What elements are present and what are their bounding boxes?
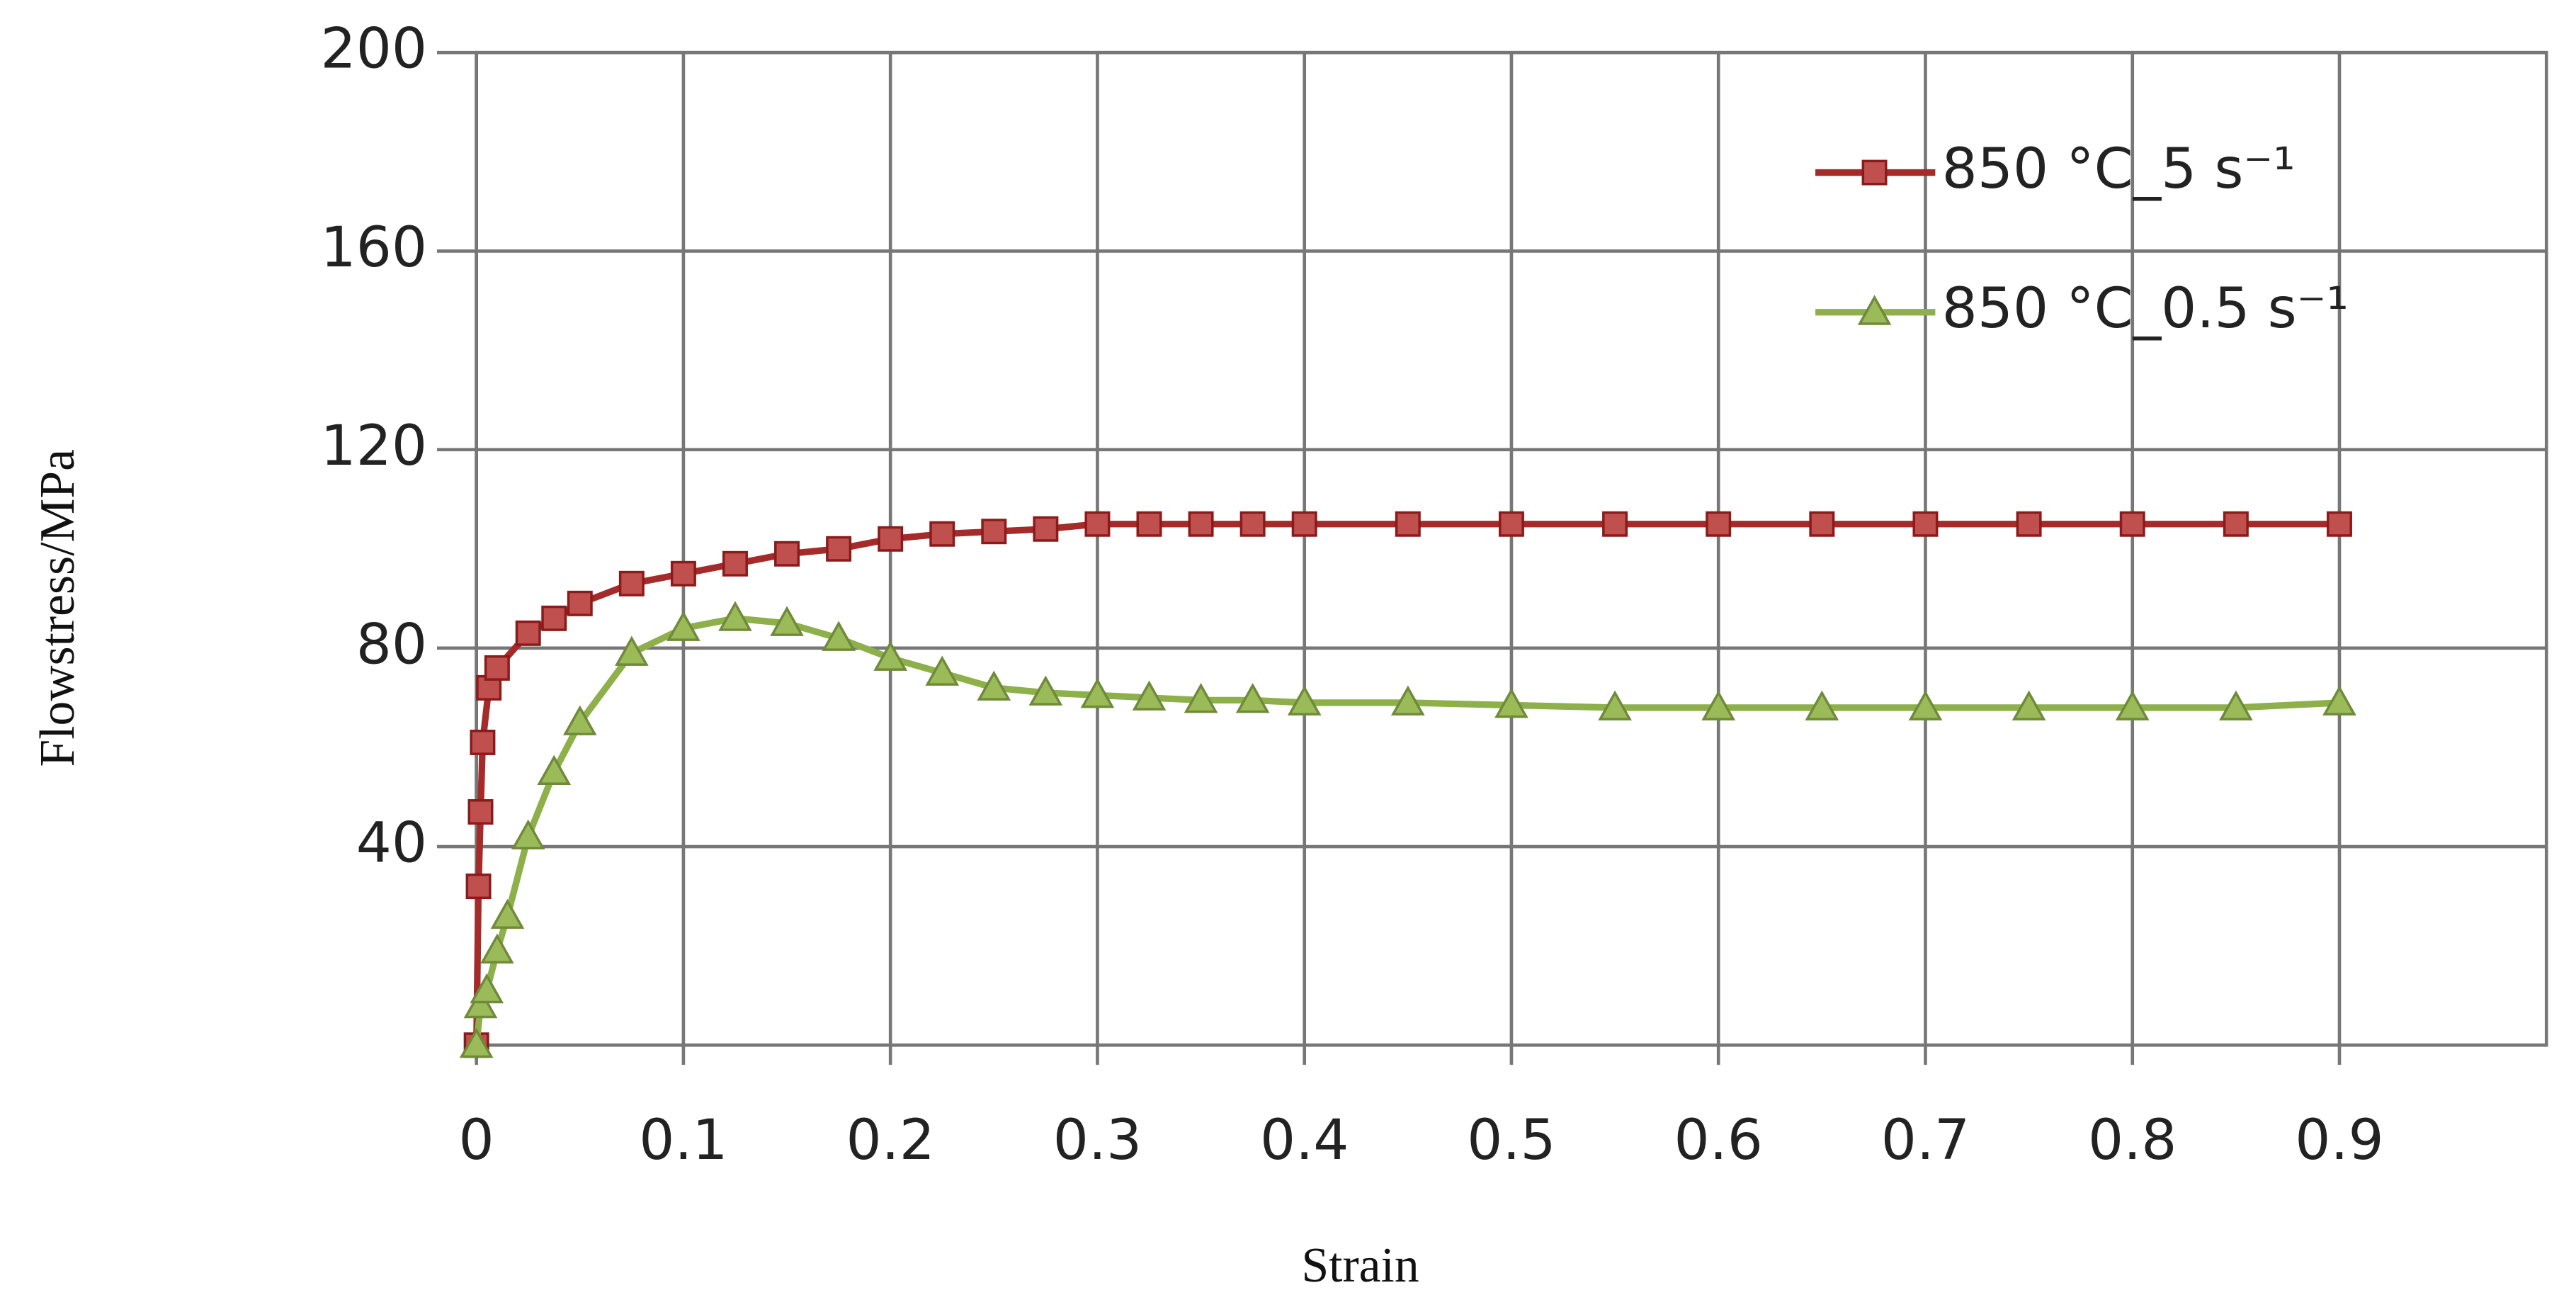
- data-point: [1188, 511, 1214, 537]
- data-point: [981, 519, 1007, 545]
- data-point: [2322, 685, 2356, 716]
- data-point: [1084, 511, 1111, 537]
- data-point: [774, 541, 800, 567]
- x-tick-label: 0.8: [2088, 1107, 2177, 1172]
- data-point: [615, 635, 649, 666]
- data-point: [722, 550, 748, 577]
- data-point: [822, 621, 856, 651]
- data-point: [484, 655, 510, 681]
- data-point: [463, 988, 498, 1019]
- data-point: [1080, 677, 1115, 708]
- data-point: [878, 526, 904, 552]
- y-tick-label: 160: [321, 215, 428, 280]
- data-point: [618, 570, 645, 596]
- data-point: [2115, 690, 2150, 720]
- data-point: [511, 819, 545, 850]
- data-point: [1132, 680, 1167, 711]
- data-point: [470, 973, 504, 1004]
- data-point: [1598, 690, 1632, 720]
- data-point: [1033, 516, 1059, 542]
- data-point: [873, 640, 908, 671]
- data-point: [929, 521, 955, 547]
- data-point: [2223, 511, 2249, 537]
- data-point: [1809, 511, 1835, 537]
- data-point: [2219, 690, 2253, 720]
- y-tick-label: 40: [356, 810, 427, 876]
- data-point: [567, 590, 593, 616]
- data-point: [1912, 511, 1939, 537]
- data-point: [1908, 690, 1943, 720]
- x-tick-label: 0.6: [1674, 1107, 1763, 1172]
- data-point: [467, 799, 494, 825]
- legend-marker: [1861, 159, 1888, 186]
- y-tick-label: 200: [321, 16, 428, 81]
- x-tick-label: 0.2: [846, 1107, 934, 1172]
- y-tick-label: 80: [356, 611, 427, 677]
- data-point: [1805, 690, 1839, 720]
- x-tick-label: 0.5: [1467, 1107, 1555, 1172]
- legend-label: 850 °C_0.5 s⁻¹: [1942, 276, 2349, 341]
- data-point: [670, 560, 696, 587]
- x-tick-label: 0.3: [1053, 1107, 1142, 1172]
- data-point: [1136, 511, 1162, 537]
- data-point: [1701, 690, 1736, 720]
- data-point: [1498, 511, 1524, 537]
- data-point: [1184, 682, 1218, 713]
- x-axis-title: Strain: [1301, 1238, 1419, 1293]
- x-tick-label: 0.9: [2295, 1107, 2383, 1172]
- data-point: [2012, 690, 2046, 720]
- data-point: [470, 729, 496, 755]
- data-point: [770, 606, 804, 636]
- data-point: [1494, 688, 1528, 718]
- data-point: [465, 873, 492, 900]
- data-point: [1239, 511, 1266, 537]
- data-point: [541, 605, 567, 631]
- data-point: [925, 655, 960, 686]
- data-point: [977, 670, 1011, 701]
- data-point: [826, 536, 852, 562]
- data-point: [515, 620, 541, 646]
- x-tick-label: 0: [459, 1107, 494, 1172]
- data-point: [1291, 511, 1317, 537]
- data-point: [459, 1027, 494, 1058]
- data-point: [537, 754, 572, 785]
- data-point: [1287, 685, 1322, 716]
- series-line: [473, 615, 2340, 1046]
- data-point: [1395, 511, 1421, 537]
- data-point: [562, 705, 597, 735]
- data-point: [1235, 682, 1270, 713]
- data-point: [480, 933, 514, 964]
- data-point: [1028, 675, 1063, 706]
- data-point: [666, 611, 700, 641]
- data-point: [2119, 511, 2145, 537]
- legend-label: 850 °C_5 s⁻¹: [1942, 136, 2296, 201]
- data-point: [2327, 511, 2352, 537]
- data-point: [1390, 685, 1425, 716]
- legend-marker: [1857, 295, 1892, 325]
- data-point: [718, 601, 752, 631]
- data-point: [2016, 511, 2042, 537]
- series-line: [473, 521, 2339, 1046]
- data-point: [490, 898, 525, 929]
- data-point: [1602, 511, 1628, 537]
- x-tick-label: 0.4: [1260, 1107, 1349, 1172]
- data-point: [1706, 511, 1732, 537]
- y-tick-label: 120: [321, 413, 428, 478]
- y-axis-title: Flowstress/MPa: [30, 449, 85, 767]
- x-tick-label: 0.7: [1881, 1107, 1970, 1172]
- x-tick-label: 0.1: [639, 1107, 727, 1172]
